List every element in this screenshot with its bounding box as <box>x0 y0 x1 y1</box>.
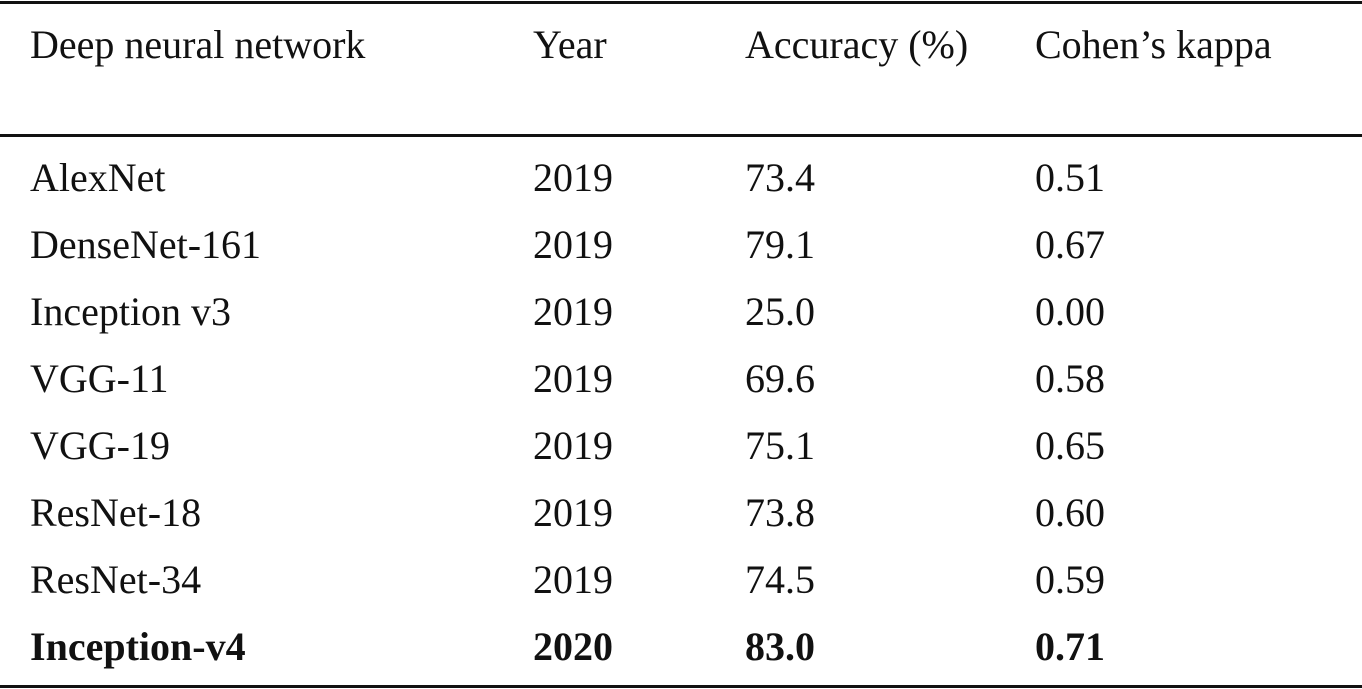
table-cell: 2020 <box>533 624 613 669</box>
table-cell: 2019 <box>533 356 613 401</box>
table-cell: DenseNet-161 <box>30 222 262 267</box>
table-cell: 74.5 <box>745 557 815 602</box>
header-cell: Year <box>533 22 607 67</box>
bottom-rule <box>0 685 1362 688</box>
header-cell: Deep neural network <box>30 22 366 67</box>
table-cell: 2019 <box>533 155 613 200</box>
table-cell: Inception-v4 <box>30 624 246 669</box>
table-cell: 0.71 <box>1035 624 1105 669</box>
table-cell: ResNet-18 <box>30 490 202 535</box>
table-cell: 2019 <box>533 289 613 334</box>
table-cell: 2019 <box>533 490 613 535</box>
table-cell: 2019 <box>533 423 613 468</box>
table-cell: 0.59 <box>1035 557 1105 602</box>
table-cell: 2019 <box>533 557 613 602</box>
table-cell: 0.58 <box>1035 356 1105 401</box>
table-cell: AlexNet <box>30 155 166 200</box>
header-cell: Cohen’s kappa <box>1035 22 1272 67</box>
table-cell: VGG-11 <box>30 356 169 401</box>
table-cell: 25.0 <box>745 289 815 334</box>
table-cell: 73.4 <box>745 155 815 200</box>
header-cell: Accuracy (%) <box>745 22 969 67</box>
table-cell: 0.51 <box>1035 155 1105 200</box>
table-cell: 0.60 <box>1035 490 1105 535</box>
table-cell: 73.8 <box>745 490 815 535</box>
table-cell: 2019 <box>533 222 613 267</box>
table-cell: 83.0 <box>745 624 815 669</box>
top-rule <box>0 1 1362 4</box>
table-cell: 75.1 <box>745 423 815 468</box>
table-cell: ResNet-34 <box>30 557 202 602</box>
table-cell: 0.00 <box>1035 289 1105 334</box>
table-cell: 0.65 <box>1035 423 1105 468</box>
header-rule <box>0 134 1362 137</box>
table-cell: 0.67 <box>1035 222 1105 267</box>
table-cell: Inception v3 <box>30 289 232 334</box>
table-cell: VGG-19 <box>30 423 170 468</box>
table-cell: 79.1 <box>745 222 815 267</box>
table-cell: 69.6 <box>745 356 815 401</box>
